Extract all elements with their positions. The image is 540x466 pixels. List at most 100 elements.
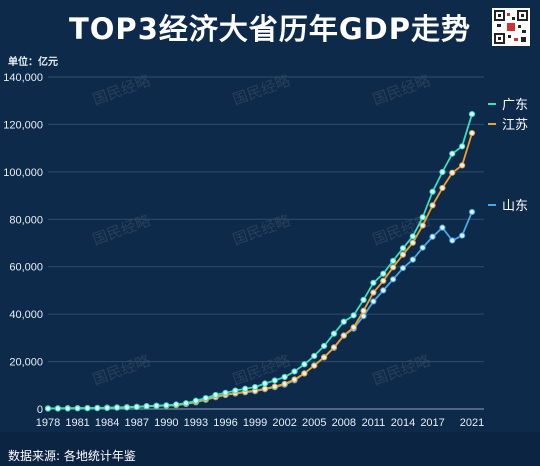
data-point-jiangsu <box>370 289 377 296</box>
legend-label-jiangsu: 江苏 <box>502 117 528 133</box>
data-point-guangdong <box>84 405 91 412</box>
data-point-guangdong <box>54 405 61 412</box>
data-point-jiangsu <box>380 277 387 284</box>
legend-label-shandong: 山东 <box>502 199 528 214</box>
data-point-shandong <box>399 264 407 272</box>
data-point-guangdong <box>173 401 180 408</box>
x-tick-label: 2014 <box>391 417 415 429</box>
data-point-guangdong <box>64 405 71 412</box>
data-point-shandong <box>429 233 436 240</box>
data-point-jiangsu <box>330 344 338 351</box>
y-tick-label: 100,000 <box>3 167 43 179</box>
x-tick-label: 1984 <box>95 417 119 429</box>
data-point-guangdong <box>459 143 466 150</box>
data-point-shandong <box>449 237 456 244</box>
x-tick-label: 1978 <box>36 417 60 429</box>
data-point-jiangsu <box>419 222 426 229</box>
data-point-jiangsu <box>399 251 407 258</box>
data-point-guangdong <box>74 405 81 412</box>
data-point-guangdong <box>143 403 150 410</box>
x-tick-label: 1993 <box>184 417 208 429</box>
unit-label: 单位：亿元 <box>8 57 58 68</box>
data-point-guangdong <box>439 168 446 176</box>
watermark-text: 国民经略 <box>370 351 433 388</box>
data-point-guangdong <box>133 403 140 411</box>
data-point-guangdong <box>380 270 387 277</box>
data-point-guangdong <box>419 214 426 221</box>
data-point-jiangsu <box>320 354 328 361</box>
chart-title: TOP3经济大省历年GDP走势 <box>69 12 471 46</box>
data-point-jiangsu <box>291 376 298 383</box>
data-point-guangdong <box>104 404 111 412</box>
data-point-guangdong <box>399 245 407 252</box>
data-point-jiangsu <box>360 307 367 314</box>
data-point-guangdong <box>311 352 318 360</box>
data-point-shandong <box>439 224 446 231</box>
y-tick-label: 80,000 <box>9 214 43 226</box>
data-point-guangdong <box>429 188 436 195</box>
x-tick-label: 2005 <box>302 417 326 429</box>
data-point-guangdong <box>340 318 347 325</box>
data-point-shandong <box>370 298 377 305</box>
x-tick-label: 2011 <box>362 417 386 429</box>
y-tick-label: 120,000 <box>3 119 43 131</box>
source-note: 数据来源: 各地统计年鉴 <box>8 449 136 463</box>
y-tick-label: 40,000 <box>9 309 43 321</box>
x-tick-label: 2017 <box>420 417 444 429</box>
legend-label-guangdong: 广东 <box>502 98 528 113</box>
data-point-jiangsu <box>261 385 269 392</box>
data-point-guangdong <box>242 385 249 392</box>
data-point-jiangsu <box>409 239 416 246</box>
data-point-guangdong <box>113 404 121 411</box>
data-point-jiangsu <box>271 383 278 390</box>
data-point-guangdong <box>163 402 170 409</box>
data-point-guangdong <box>212 391 219 399</box>
data-point-guangdong <box>44 405 52 412</box>
data-point-guangdong <box>202 394 209 402</box>
data-point-shandong <box>409 256 416 263</box>
data-point-jiangsu <box>281 380 288 387</box>
data-point-guangdong <box>271 377 278 384</box>
data-point-guangdong <box>301 361 308 368</box>
data-point-jiangsu <box>429 202 436 209</box>
data-point-shandong <box>468 208 476 216</box>
data-point-guangdong <box>192 397 200 404</box>
y-tick-label: 20,000 <box>9 357 43 369</box>
data-point-guangdong <box>153 402 160 409</box>
data-point-jiangsu <box>301 370 308 377</box>
data-point-guangdong <box>94 405 101 412</box>
data-point-guangdong <box>182 400 190 407</box>
data-point-guangdong <box>222 389 229 396</box>
data-point-jiangsu <box>311 362 318 369</box>
data-point-jiangsu <box>340 332 347 339</box>
data-point-guangdong <box>281 373 288 381</box>
data-point-jiangsu <box>468 129 476 137</box>
data-point-guangdong <box>261 380 269 387</box>
y-tick-label: 60,000 <box>9 262 43 274</box>
data-point-guangdong <box>330 330 338 337</box>
y-tick-label: 140,000 <box>3 72 43 84</box>
data-point-shandong <box>419 244 426 251</box>
data-point-guangdong <box>320 342 328 350</box>
x-tick-label: 1990 <box>154 417 178 429</box>
x-tick-label: 2002 <box>272 417 296 429</box>
data-point-guangdong <box>449 150 456 157</box>
footer-bar <box>0 432 540 466</box>
x-tick-label: 1987 <box>125 417 149 429</box>
data-point-guangdong <box>468 110 476 118</box>
data-point-jiangsu <box>350 324 357 331</box>
data-point-jiangsu <box>459 162 466 169</box>
data-point-guangdong <box>370 279 377 286</box>
data-point-shandong <box>390 276 397 283</box>
watermark-text: 国民经略 <box>90 211 153 248</box>
data-point-jiangsu <box>449 169 456 176</box>
x-tick-label: 1996 <box>213 417 237 429</box>
data-point-shandong <box>380 287 387 294</box>
data-point-guangdong <box>232 387 239 394</box>
x-tick-label: 1999 <box>243 417 267 429</box>
data-point-shandong <box>459 232 466 239</box>
data-point-guangdong <box>291 368 298 375</box>
y-tick-label: 0 <box>37 404 43 416</box>
data-point-guangdong <box>390 257 397 264</box>
